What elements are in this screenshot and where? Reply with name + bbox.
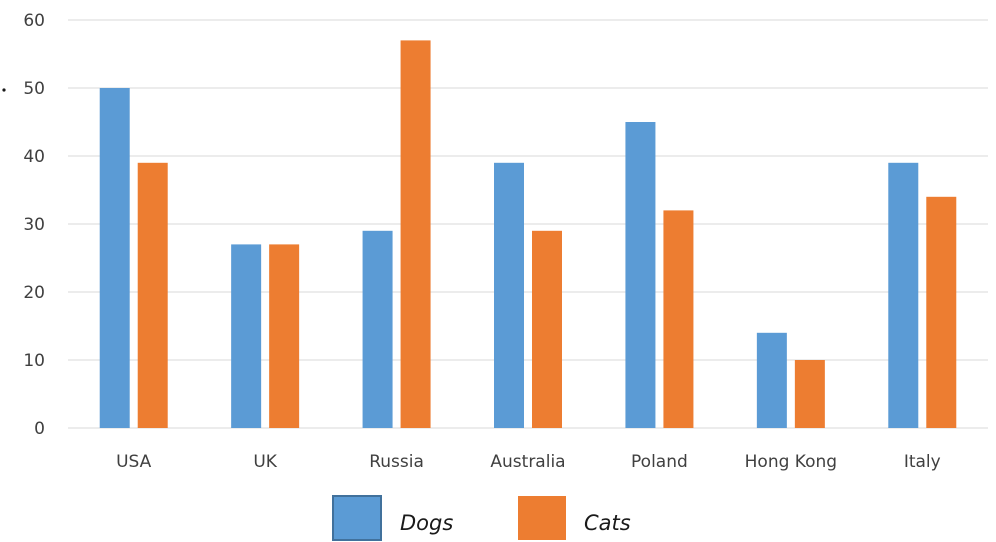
y-tick-label: 50: [23, 79, 45, 99]
bar-cats-uk: [269, 244, 300, 428]
bar-cats-russia: [400, 40, 431, 429]
y-tick-label: 40: [23, 147, 45, 167]
x-category-label: Hong Kong: [745, 452, 837, 472]
bar-dogs-russia: [362, 230, 393, 428]
bar-dogs-uk: [231, 244, 262, 428]
x-category-label: UK: [253, 452, 277, 472]
legend-swatch-cats: [518, 496, 566, 540]
legend-swatch-dogs: [332, 495, 382, 541]
x-category-label: Italy: [904, 452, 941, 472]
bar-cats-poland: [663, 210, 694, 428]
x-category-label: USA: [116, 452, 152, 472]
y-tick-label: 0: [34, 419, 45, 439]
bar-dogs-usa: [99, 88, 130, 428]
legend-label-cats: Cats: [584, 511, 631, 535]
y-tick-label: 30: [23, 215, 45, 235]
y-tick-label: 60: [23, 11, 45, 31]
bar-cats-australia: [532, 230, 562, 428]
bar-dogs-australia: [494, 162, 524, 429]
y-tick-label: 10: [23, 351, 45, 371]
bar-dogs-hong-kong: [756, 332, 787, 428]
x-category-label: Russia: [369, 452, 424, 472]
bar-cats-usa: [137, 162, 168, 429]
bar-cats-hong-kong: [794, 360, 825, 428]
bar-dogs-poland: [625, 122, 656, 428]
bar-dogs-italy: [888, 162, 919, 429]
x-category-label: Poland: [631, 452, 688, 472]
y-tick-label: 20: [23, 283, 45, 303]
legend-label-dogs: Dogs: [400, 511, 453, 535]
edge-dot-mark: [2, 88, 6, 92]
x-category-label: Australia: [490, 452, 565, 472]
bar-cats-italy: [926, 196, 957, 428]
